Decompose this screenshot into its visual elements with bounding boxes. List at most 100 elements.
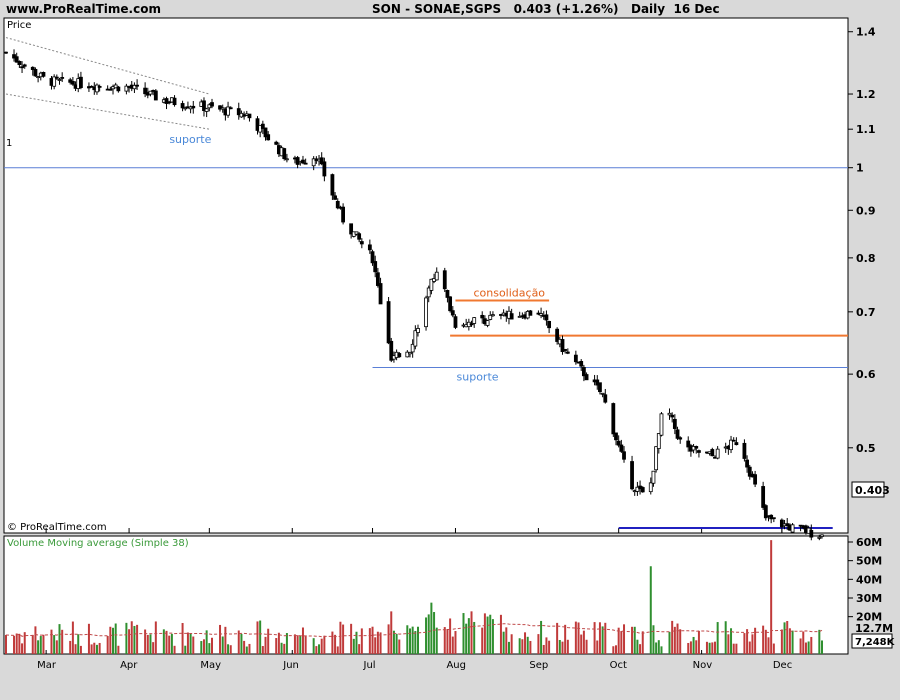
ticker-price: 0.403 [513,2,552,16]
candle-body [172,97,177,106]
candle-body [434,271,439,281]
candle-body [14,56,19,63]
volume-tick-label: 40M [856,573,882,586]
candle-body [330,174,335,196]
candle-body [622,451,626,460]
candle-body [335,200,340,209]
candle-body [670,414,675,418]
candle-body [763,505,768,519]
reference-line-label: suporte [457,370,499,383]
candle-body [630,461,634,490]
candle-body [616,440,621,446]
candle-body [322,161,327,177]
candle-body [180,103,185,109]
candle-body [70,81,75,85]
candle-body [472,317,477,324]
time-axis: Mar Apr May Jun Jul Aug Sep Oct Nov Dec [37,528,792,671]
candle-body [769,514,774,520]
candle-body [17,60,22,65]
ticker-name: SON - SONAE,SGPS [372,2,502,16]
time-tick-label: Nov [693,660,713,671]
candle-body [424,297,428,328]
candlesticks [4,49,824,541]
ticker-info: SON - SONAE,SGPS 0.403 (+1.26%) Daily 16… [372,2,720,16]
candle-body [429,278,434,291]
candle-body [450,310,455,316]
volume-ma-label: 12.7M [855,622,893,635]
candle-body [654,446,659,471]
candle-body [405,351,410,358]
candle-body [57,79,62,81]
candle-body [573,354,578,363]
candle-body [659,413,664,436]
candle-body [373,261,378,273]
price-tick-label: 0.5 [856,442,876,455]
candle-body [694,446,699,449]
time-tick-label: Mar [37,660,57,671]
candle-body [375,272,380,286]
last-volume-label: 7,248K [855,637,896,648]
volume-panel-label: Volume Moving average (Simple 38) [7,538,189,549]
candle-body [667,412,672,416]
candle-body [563,349,568,351]
candle-body [60,77,65,79]
candle-body [274,141,279,145]
trend-lines [4,37,848,529]
price-panel-label: Price [7,20,31,31]
candle-body [191,105,196,109]
candle-body [820,534,824,537]
candle-body [79,76,83,89]
candle-body [734,442,739,446]
candle-body [469,323,474,326]
candle-body [544,314,549,321]
candle-body [442,270,447,290]
candle-body [790,524,795,533]
candle-body [560,339,565,353]
time-tick-label: May [200,660,221,671]
candle-body [672,418,677,429]
time-tick-label: Oct [610,660,627,671]
candle-body [611,403,616,435]
ticker-date: 16 Dec [673,2,720,16]
candle-body [488,314,493,320]
candle-body [4,51,8,54]
volume-tick-label: 60M [856,536,882,549]
candle-body [247,113,252,119]
candle-body [619,444,624,452]
candle-body [202,100,206,111]
candle-body [113,84,118,89]
candle-body [555,328,560,342]
time-tick-label: Jul [363,660,376,671]
candle-body [357,233,362,240]
candle-body [598,382,602,393]
site-name: www.ProRealTime.com [6,2,161,16]
price-axis: 1.4 1.2 1.1 1 0.9 0.8 0.7 0.6 0.5 [848,26,876,455]
price-tick-label: 1.1 [856,123,876,136]
candle-body [319,157,324,165]
candle-body [41,71,46,77]
candle-body [108,88,113,91]
price-tick-label: 1.2 [856,88,876,101]
candle-body [584,374,589,381]
candle-body [52,76,57,87]
candle-body [378,283,383,305]
candle-body [445,290,450,298]
candle-body [354,231,359,235]
candle-body [20,66,24,69]
candle-body [263,127,268,138]
price-panel[interactable] [3,17,849,534]
candle-body [547,320,552,329]
candle-body [731,439,736,442]
channel-upper [5,37,210,95]
candle-body [220,107,225,110]
candle-body [565,351,570,354]
candle-body [54,76,59,79]
candle-body [124,85,129,92]
ma-path [5,623,823,638]
candle-body [349,223,354,235]
candle-body [603,394,608,403]
candle-body [656,433,661,449]
candle-body [282,148,287,160]
candle-body [697,450,701,453]
